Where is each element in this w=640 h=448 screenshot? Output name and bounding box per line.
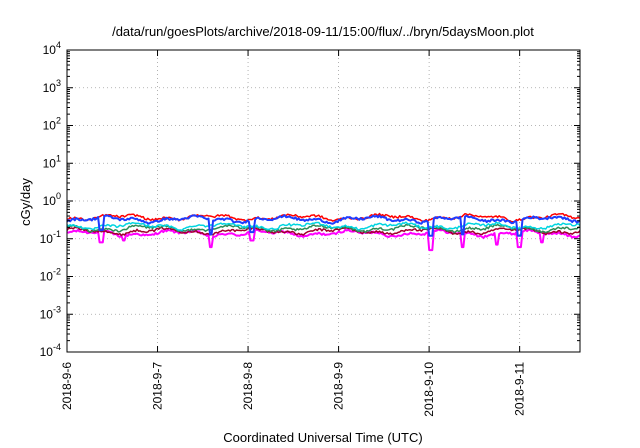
y-tick-label-exponent: -1 bbox=[53, 229, 61, 239]
y-tick-label: 101 bbox=[43, 153, 61, 170]
y-tick-label-base: 10 bbox=[43, 194, 57, 208]
y-tick-label: 100 bbox=[43, 191, 61, 208]
x-axis-label: Coordinated Universal Time (UTC) bbox=[223, 430, 422, 445]
series-line-6 bbox=[66, 214, 581, 237]
y-tick-label-exponent: 2 bbox=[56, 116, 61, 126]
y-tick-label-exponent: 3 bbox=[56, 78, 61, 88]
y-tick-label-base: 10 bbox=[40, 345, 54, 359]
y-tick-label-base: 10 bbox=[43, 43, 57, 57]
y-tick-label-base: 10 bbox=[43, 81, 57, 95]
y-tick-label: 10-1 bbox=[40, 229, 61, 246]
y-tick-label-base: 10 bbox=[43, 156, 57, 170]
y-tick-label-base: 10 bbox=[40, 270, 54, 284]
y-tick-label-exponent: -4 bbox=[53, 342, 61, 352]
y-tick-label: 10-2 bbox=[40, 267, 61, 284]
series-line-5 bbox=[66, 212, 581, 223]
y-tick-label-exponent: 4 bbox=[56, 40, 61, 50]
series-line-1 bbox=[66, 228, 581, 252]
series-line-4 bbox=[66, 221, 581, 232]
y-tick-label-exponent: -3 bbox=[53, 304, 61, 314]
x-tick-label: 2018-9-8 bbox=[241, 362, 255, 410]
series-layer bbox=[66, 212, 581, 252]
y-tick-label: 10-3 bbox=[40, 304, 61, 321]
y-tick-label-exponent: 0 bbox=[56, 191, 61, 201]
y-tick-label: 102 bbox=[43, 116, 61, 133]
x-tick-label: 2018-9-7 bbox=[151, 362, 165, 410]
x-tick-label: 2018-9-10 bbox=[422, 362, 436, 417]
y-tick-label-base: 10 bbox=[43, 119, 57, 133]
y-tick-label-exponent: 1 bbox=[56, 153, 61, 163]
y-tick-label-base: 10 bbox=[40, 307, 54, 321]
y-tick-label: 103 bbox=[43, 78, 61, 95]
x-tick-label: 2018-9-6 bbox=[60, 362, 74, 410]
series-line-2 bbox=[66, 226, 581, 237]
x-tick-label: 2018-9-11 bbox=[513, 362, 527, 416]
x-tick-label: 2018-9-9 bbox=[332, 362, 346, 410]
y-tick-label-exponent: -2 bbox=[53, 267, 61, 277]
chart-title: /data/run/goesPlots/archive/2018-09-11/1… bbox=[112, 24, 534, 39]
y-tick-label: 10-4 bbox=[40, 342, 61, 359]
y-axis-label: cGy/day bbox=[18, 178, 33, 226]
y-tick-label-base: 10 bbox=[40, 232, 54, 246]
y-tick-label: 104 bbox=[43, 40, 61, 57]
grid bbox=[67, 50, 580, 352]
